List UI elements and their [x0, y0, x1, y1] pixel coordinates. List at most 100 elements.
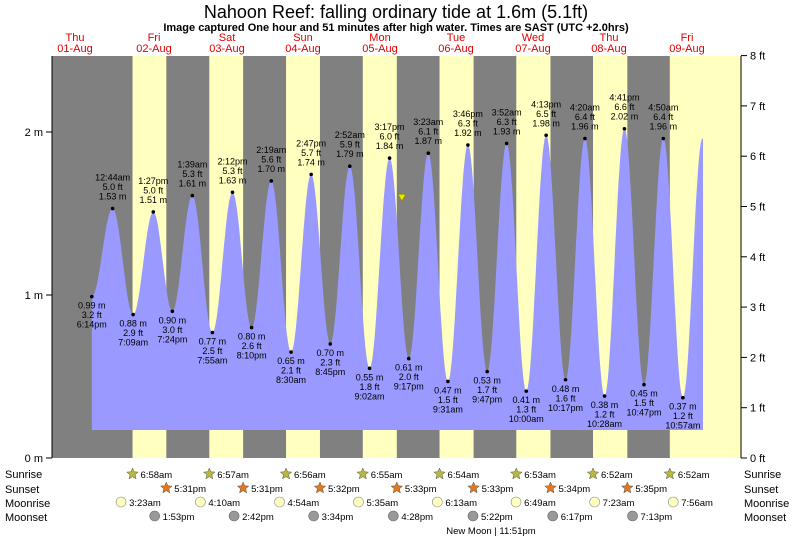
low-tide-point: [131, 312, 135, 317]
high-tide-label: 4:41pm: [609, 93, 639, 103]
sunset-icon: [544, 481, 557, 494]
day-date-label: 01-Aug: [57, 43, 92, 55]
moonrise-icon: [432, 496, 443, 508]
low-tide-point: [210, 330, 215, 335]
moonset-icon: [547, 510, 559, 522]
daylight-band: [669, 56, 741, 458]
high-tide-label: 5.9 ft: [340, 140, 361, 150]
low-tide-label: 1.2 ft: [673, 411, 694, 421]
sunset-icon: [313, 481, 327, 494]
low-tide-point: [328, 342, 333, 346]
moonset-time: 7:13pm: [641, 512, 673, 523]
moonset-time: 6:17pm: [561, 512, 593, 523]
sunrise-icon: [279, 467, 293, 480]
low-tide-label: 1.5 ft: [438, 395, 459, 405]
sunset-row-label-right: Sunset: [744, 484, 778, 496]
low-tide-point: [563, 377, 568, 382]
sunrise-icon: [586, 467, 600, 480]
high-tide-label: 1:39am: [177, 160, 207, 170]
moonset-icon: [149, 510, 160, 522]
low-tide-label: 2.0 ft: [399, 372, 420, 382]
high-tide-point: [190, 193, 195, 198]
day-name-label: Sun: [293, 32, 313, 44]
right-tick-label: 3 ft: [750, 302, 765, 314]
low-tide-point: [249, 325, 254, 330]
low-tide-label: 10:17pm: [548, 403, 583, 413]
low-tide-label: 2.6 ft: [242, 341, 263, 351]
low-tide-label: 1.7 ft: [477, 385, 498, 395]
day-date-label: 02-Aug: [136, 43, 171, 55]
sunrise-time: 6:53am: [524, 470, 556, 481]
moonrise-time: 3:23am: [129, 498, 161, 509]
moonrise-row-label-left: Moonrise: [5, 498, 50, 510]
day-name-label: Fri: [148, 32, 161, 44]
day-name-label: Wed: [522, 32, 544, 44]
day-date-label: 05-Aug: [362, 43, 397, 55]
high-tide-label: 6.1 ft: [418, 127, 439, 137]
day-name-label: Thu: [600, 32, 619, 44]
sunset-row-label-left: Sunset: [5, 484, 39, 496]
low-tide-point: [602, 394, 607, 398]
sunset-icon: [159, 481, 173, 494]
low-tide-label: 3.0 ft: [162, 325, 183, 335]
low-tide-label: 9:31am: [433, 404, 463, 414]
high-tide-label: 1.92 m: [454, 128, 482, 138]
day-name-label: Tue: [447, 32, 466, 44]
high-tide-point: [348, 164, 352, 169]
high-tide-label: 1.61 m: [179, 179, 207, 189]
low-tide-label: 8:30am: [276, 375, 306, 385]
low-tide-label: 0.61 m: [395, 363, 423, 373]
low-tide-label: 7:55am: [197, 355, 227, 365]
sunrise-icon: [356, 467, 370, 480]
day-labels: Thu01-AugFri02-AugSat03-AugSun04-AugMon0…: [57, 32, 704, 55]
moonrise-icon: [195, 496, 206, 508]
low-tide-point: [642, 382, 646, 387]
high-tide-label: 6.5 ft: [536, 109, 557, 119]
high-tide-label: 6.0 ft: [380, 132, 401, 142]
right-tick-label: 0 ft: [750, 453, 765, 465]
sunset-time: 5:34pm: [558, 484, 590, 495]
high-tide-label: 5.7 ft: [301, 148, 322, 158]
low-tide-label: 10:57am: [665, 421, 700, 431]
high-tide-point: [309, 172, 313, 177]
high-tide-label: 1.70 m: [258, 164, 286, 174]
low-tide-label: 1.3 ft: [516, 405, 537, 415]
moon-phase-label: New Moon | 11:51pm: [446, 526, 536, 537]
low-tide-label: 0.45 m: [630, 389, 658, 399]
high-tide-point: [622, 126, 627, 131]
right-tick-label: 7 ft: [750, 101, 765, 113]
right-tick-label: 2 ft: [750, 352, 765, 364]
low-tide-label: 1.5 ft: [634, 398, 655, 408]
left-tick-label: 0 m: [25, 453, 43, 465]
high-tide-label: 5.3 ft: [182, 169, 203, 179]
sunrise-icon: [663, 467, 677, 480]
high-tide-point: [387, 156, 392, 160]
moonset-time: 5:22pm: [481, 512, 513, 523]
tide-area: [91, 128, 704, 430]
high-tide-label: 6.4 ft: [575, 112, 596, 122]
day-date-label: 03-Aug: [209, 43, 244, 55]
sunset-time: 5:32pm: [328, 484, 360, 495]
high-tide-label: 12:44am: [95, 173, 130, 183]
low-tide-label: 0.53 m: [473, 376, 501, 386]
high-tide-label: 6.3 ft: [458, 119, 479, 129]
sunrise-time: 6:54am: [448, 470, 480, 481]
moonset-icon: [388, 510, 399, 522]
low-tide-label: 0.99 m: [78, 301, 106, 311]
moonrise-time: 7:56am: [681, 498, 713, 509]
right-tick-label: 8 ft: [750, 51, 765, 63]
low-tide-label: 8:45pm: [315, 367, 345, 377]
high-tide-label: 2:19am: [256, 145, 286, 155]
high-tide-label: 1.96 m: [571, 122, 599, 132]
moonset-time: 1:53pm: [163, 512, 195, 523]
sunrise-row-label-right: Sunrise: [744, 469, 781, 481]
sunset-icon: [390, 481, 404, 494]
sunrise-time: 6:58am: [141, 470, 173, 481]
moonrise-icon: [510, 496, 522, 508]
high-tide-label: 1.51 m: [140, 195, 168, 205]
moonrise-icon: [589, 496, 600, 508]
moonset-row-label-left: Moonset: [5, 512, 47, 524]
low-tide-label: 10:28am: [587, 419, 622, 429]
high-tide-label: 6.4 ft: [653, 112, 674, 122]
high-tide-label: 3:17pm: [375, 122, 405, 132]
